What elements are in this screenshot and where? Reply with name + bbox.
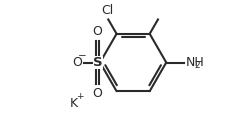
Text: −: − — [78, 51, 86, 61]
Text: S: S — [93, 56, 103, 69]
Text: O: O — [72, 56, 82, 69]
Text: NH: NH — [186, 56, 204, 69]
Text: Cl: Cl — [102, 4, 114, 17]
Text: +: + — [76, 92, 84, 101]
Text: O: O — [92, 25, 102, 38]
Text: K: K — [70, 97, 78, 110]
Text: O: O — [92, 87, 102, 100]
Text: 2: 2 — [194, 62, 200, 70]
